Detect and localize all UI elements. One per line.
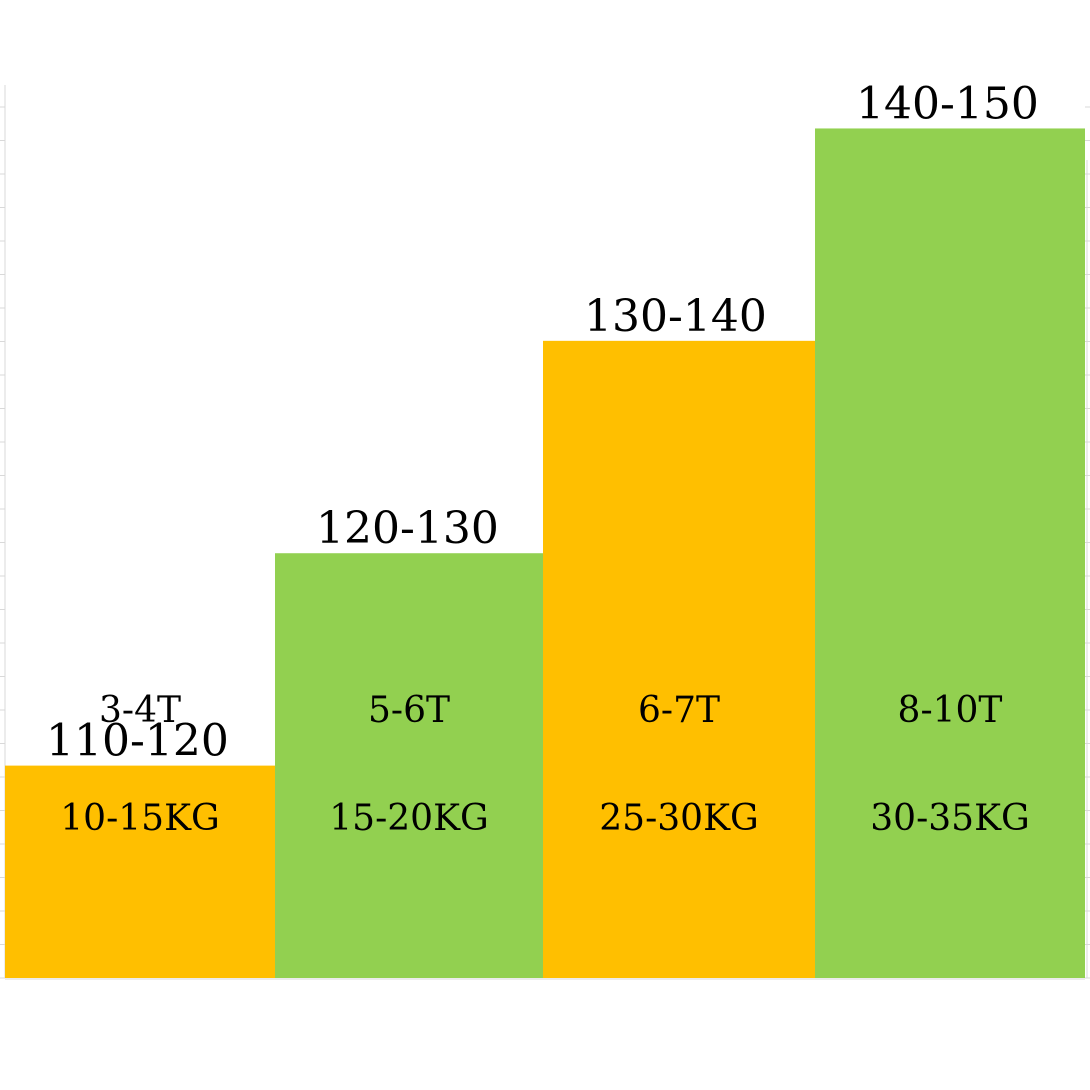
bar-3-height-label: 130-140 [584,291,767,342]
bar-2-weight-label: 15-20KG [329,798,488,839]
bars-layer [5,128,1085,979]
bar-3-age-label: 6-7T [638,690,720,731]
bar-4-weight-label: 30-35KG [870,798,1029,839]
bar-3 [543,340,815,978]
bar-2 [275,553,543,978]
bar-4-height-label: 140-150 [856,78,1039,129]
bar-4 [815,128,1085,979]
bar-3-weight-label: 25-30KG [599,798,758,839]
bar-1-weight-label: 10-15KG [60,798,219,839]
bar-4-age-label: 8-10T [898,690,1003,731]
bar-2-age-label: 5-6T [368,690,450,731]
bar-1-height-label: 110-120 [46,716,229,767]
bar-2-height-label: 120-130 [316,503,499,554]
bar-1 [5,765,275,978]
bar-1-age-label: 3-4T [99,690,181,731]
